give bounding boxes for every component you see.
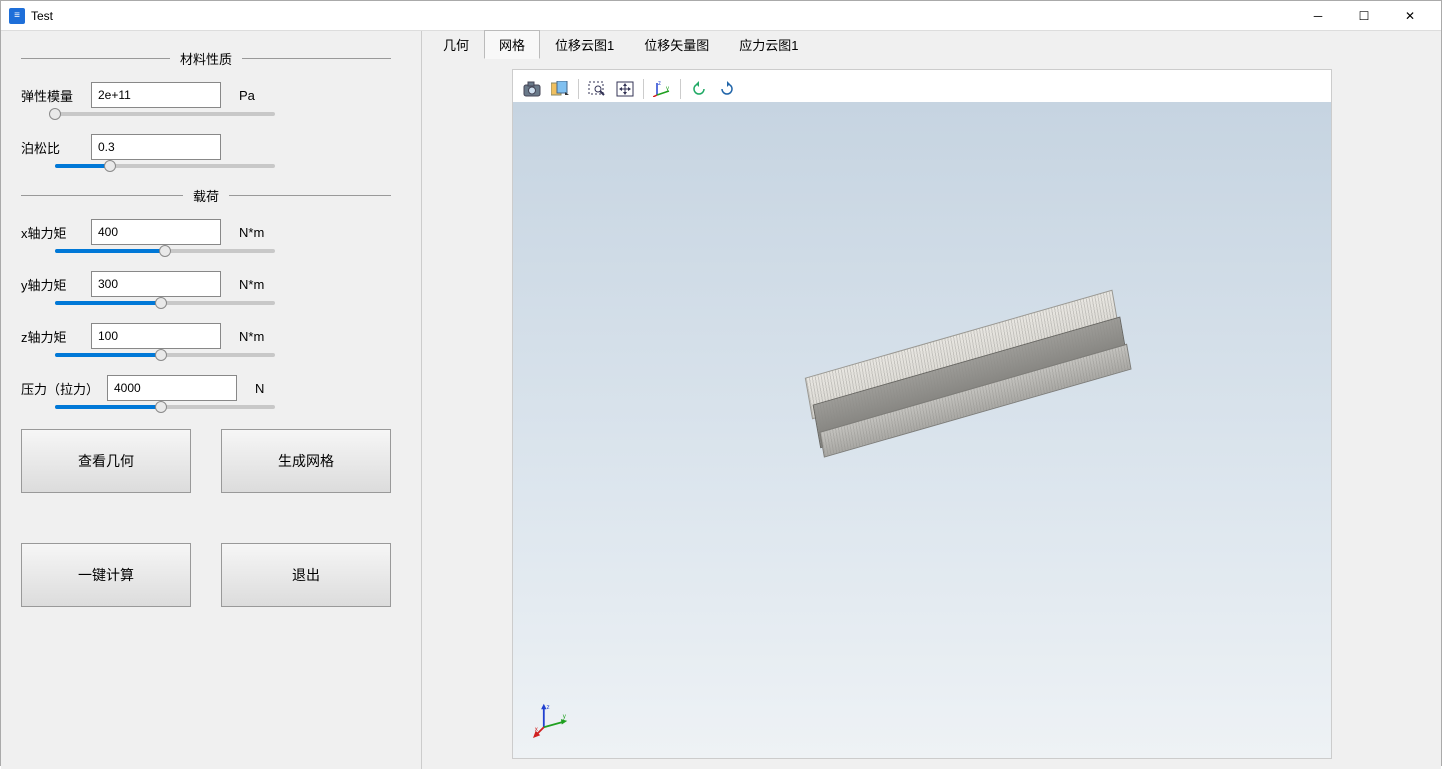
app-window: ≡ Test ─ ☐ ✕ 材料性质 弹性模量 Pa: [0, 0, 1442, 766]
field-elastic-modulus: 弹性模量 Pa: [21, 82, 391, 108]
toolbar-separator: [578, 79, 579, 99]
tab-disp_vector[interactable]: 位移矢量图: [629, 30, 724, 59]
fit-view-icon[interactable]: [612, 77, 638, 101]
button-grid: 查看几何 生成网格: [21, 429, 391, 493]
slider-fill: [55, 164, 110, 168]
close-button[interactable]: ✕: [1387, 1, 1433, 31]
moment-z-slider[interactable]: [55, 353, 275, 357]
unit-label: Pa: [239, 88, 255, 103]
slider-thumb[interactable]: [49, 108, 61, 120]
body: 材料性质 弹性模量 Pa 泊松比: [1, 31, 1441, 769]
poisson-ratio-input[interactable]: [91, 134, 221, 160]
unit-label: N: [255, 381, 264, 396]
field-label: z轴力矩: [21, 327, 91, 346]
button-grid-2: 一键计算 退出: [21, 543, 391, 607]
viewport-toolbar: zy: [519, 76, 740, 102]
toolbar-separator: [680, 79, 681, 99]
tabbar: 几何网格位移云图1位移矢量图应力云图1: [422, 31, 1441, 59]
mesh-object: [803, 290, 1144, 494]
rotate-ccw-icon[interactable]: [686, 77, 712, 101]
field-poisson-ratio: 泊松比: [21, 134, 391, 160]
slider-thumb[interactable]: [155, 349, 167, 361]
field-label: x轴力矩: [21, 223, 91, 242]
slider-thumb[interactable]: [159, 245, 171, 257]
section-heading-load: 载荷: [21, 186, 391, 205]
tab-mesh[interactable]: 网格: [484, 30, 540, 59]
field-label: y轴力矩: [21, 275, 91, 294]
unit-label: N*m: [239, 225, 264, 240]
viewport-3d[interactable]: z y x: [513, 102, 1331, 758]
main-area: 几何网格位移云图1位移矢量图应力云图1 zy: [421, 31, 1441, 769]
slider-fill: [55, 405, 161, 409]
field-pressure: 压力（拉力） N: [21, 375, 391, 401]
field-moment-x: x轴力矩 N*m: [21, 219, 391, 245]
axes-icon[interactable]: zy: [649, 77, 675, 101]
toolbar-separator: [643, 79, 644, 99]
canvas-wrap: zy: [422, 59, 1441, 769]
tab-stress[interactable]: 应力云图1: [724, 30, 813, 59]
slider-thumb[interactable]: [155, 401, 167, 413]
titlebar: ≡ Test ─ ☐ ✕: [1, 1, 1441, 31]
slider-thumb[interactable]: [155, 297, 167, 309]
field-moment-y: y轴力矩 N*m: [21, 271, 391, 297]
section-heading-label: 材料性质: [170, 49, 242, 68]
pressure-input[interactable]: [107, 375, 237, 401]
field-label: 弹性模量: [21, 86, 91, 105]
slider-thumb[interactable]: [104, 160, 116, 172]
field-label: 压力（拉力）: [21, 379, 107, 398]
svg-text:z: z: [658, 81, 661, 87]
one-click-calc-button[interactable]: 一键计算: [21, 543, 191, 607]
pressure-slider[interactable]: [55, 405, 275, 409]
svg-text:z: z: [547, 704, 550, 711]
rotate-cw-icon[interactable]: [714, 77, 740, 101]
generate-mesh-button[interactable]: 生成网格: [221, 429, 391, 493]
unit-label: N*m: [239, 329, 264, 344]
poisson-ratio-slider[interactable]: [55, 164, 275, 168]
snapshot-options-icon[interactable]: [547, 77, 573, 101]
canvas: zy: [512, 69, 1332, 759]
slider-fill: [55, 301, 161, 305]
view-geometry-button[interactable]: 查看几何: [21, 429, 191, 493]
tab-disp_contour[interactable]: 位移云图1: [540, 30, 629, 59]
section-heading-label: 载荷: [183, 186, 229, 205]
moment-z-input[interactable]: [91, 323, 221, 349]
axis-triad-icon: z y x: [533, 702, 569, 738]
svg-text:y: y: [563, 713, 567, 720]
field-moment-z: z轴力矩 N*m: [21, 323, 391, 349]
rubber-band-zoom-icon[interactable]: [584, 77, 610, 101]
slider-fill: [55, 249, 165, 253]
minimize-button[interactable]: ─: [1295, 1, 1341, 31]
app-icon: ≡: [9, 8, 25, 24]
camera-icon[interactable]: [519, 77, 545, 101]
section-heading-material: 材料性质: [21, 49, 391, 68]
slider-fill: [55, 353, 161, 357]
moment-y-slider[interactable]: [55, 301, 275, 305]
window-title: Test: [31, 9, 53, 23]
svg-text:y: y: [666, 86, 669, 92]
moment-y-input[interactable]: [91, 271, 221, 297]
maximize-button[interactable]: ☐: [1341, 1, 1387, 31]
field-label: 泊松比: [21, 138, 91, 157]
elastic-modulus-slider[interactable]: [55, 112, 275, 116]
elastic-modulus-input[interactable]: [91, 82, 221, 108]
exit-button[interactable]: 退出: [221, 543, 391, 607]
unit-label: N*m: [239, 277, 264, 292]
moment-x-input[interactable]: [91, 219, 221, 245]
moment-x-slider[interactable]: [55, 249, 275, 253]
tab-geometry[interactable]: 几何: [428, 30, 484, 59]
sidebar: 材料性质 弹性模量 Pa 泊松比: [1, 31, 421, 769]
